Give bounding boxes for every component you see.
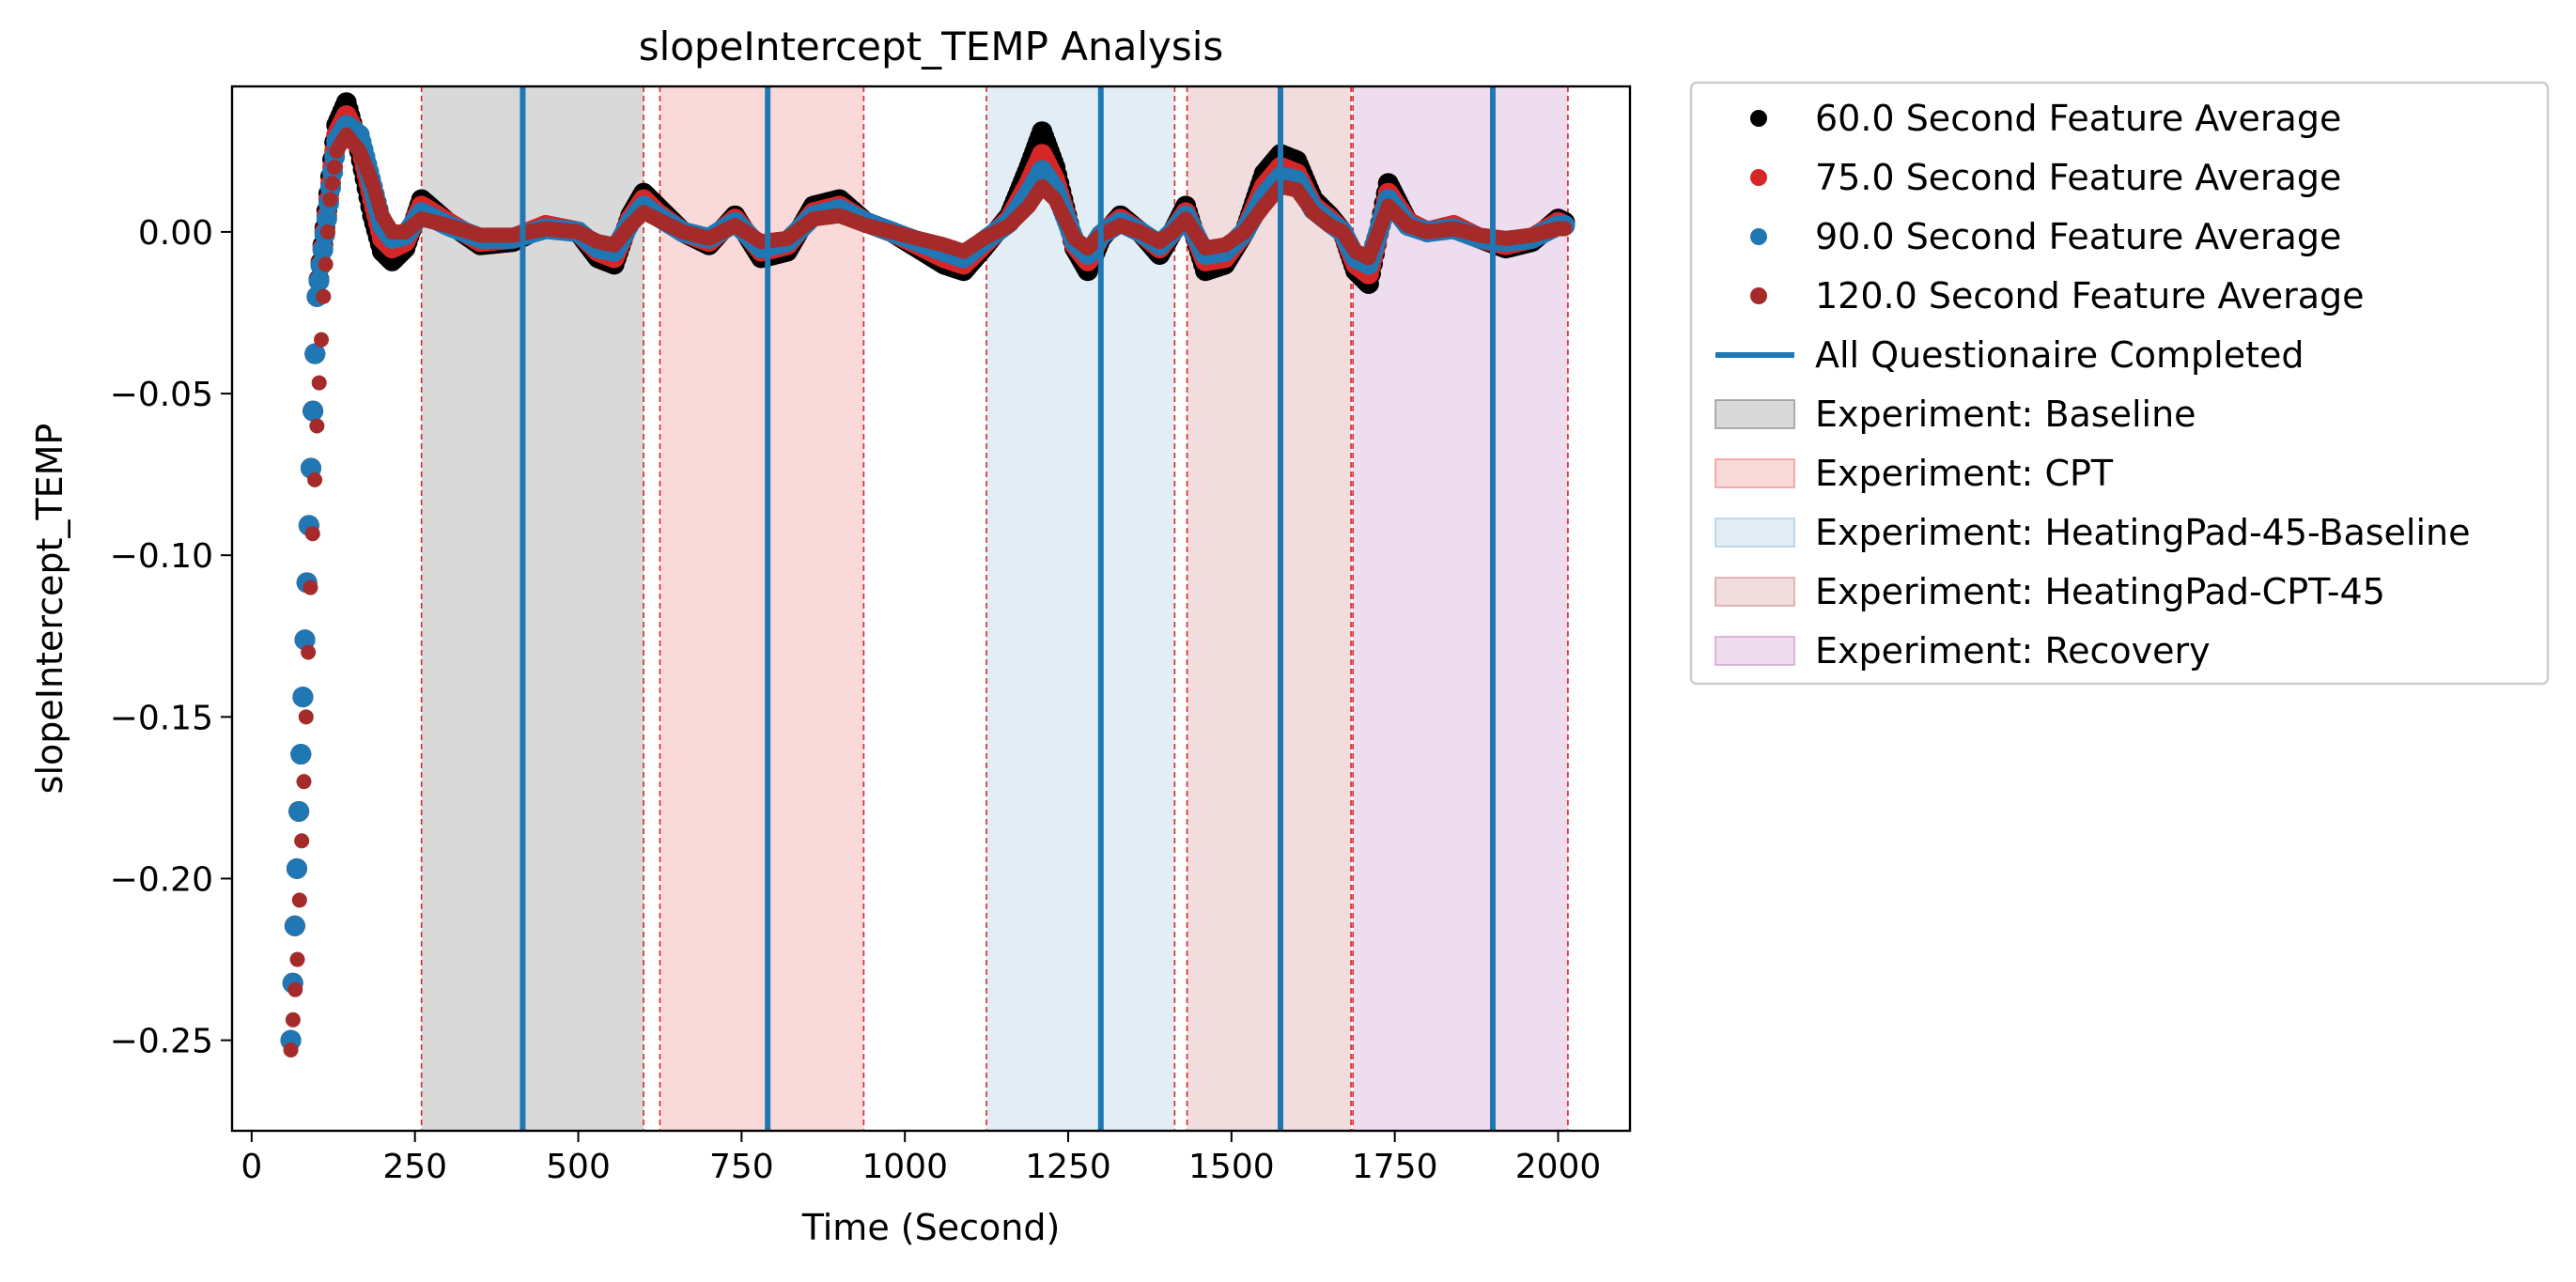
series-3-point xyxy=(1557,221,1573,237)
series-3-sample xyxy=(304,526,320,542)
y-tick-label: −0.05 xyxy=(110,376,213,414)
chart-title: slopeIntercept_TEMP Analysis xyxy=(639,23,1224,70)
legend: 60.0 Second Feature Average 75.0 Second F… xyxy=(1689,81,2550,686)
series-3-sample xyxy=(285,1012,301,1027)
series-3 xyxy=(283,127,1573,1058)
questionnaire-lines xyxy=(520,86,1496,1131)
series-3-sample xyxy=(326,160,342,176)
legend-marker-experiment-4 xyxy=(1715,636,1795,666)
x-tick-label: 2000 xyxy=(1515,1148,1602,1186)
series-2-sample xyxy=(308,270,330,292)
series-3-point xyxy=(296,774,312,790)
series-2-sample xyxy=(284,915,305,936)
series-3-point xyxy=(283,1042,299,1058)
legend-label-series-3: 120.0 Second Feature Average xyxy=(1815,275,2365,317)
x-axis-ticks: 0 250 500 750 1000 1250 1500 1750 2000 xyxy=(241,1131,1601,1186)
legend-label-series-0: 60.0 Second Feature Average xyxy=(1815,98,2341,139)
plot-frame xyxy=(230,85,1632,1133)
series-3-point xyxy=(316,288,332,304)
x-tick-label: 1500 xyxy=(1188,1148,1275,1186)
legend-marker-series-1 xyxy=(1750,169,1767,186)
series-3-sample xyxy=(311,375,327,391)
series-3-sample xyxy=(324,176,340,192)
legend-frame xyxy=(1689,81,2550,686)
x-tick-label: 1000 xyxy=(861,1148,948,1186)
experiment-span-4 xyxy=(1353,86,1568,1131)
series-3-sample xyxy=(294,833,310,849)
series-3-sample xyxy=(319,224,335,239)
series-3-sample xyxy=(287,981,303,997)
series-2-sample xyxy=(286,857,307,879)
legend-marker-series-0 xyxy=(1750,110,1767,127)
series-2-sample xyxy=(303,400,324,422)
series-3-point xyxy=(322,192,338,208)
legend-label-experiment-1: Experiment: CPT xyxy=(1815,453,2114,494)
x-tick-label: 1750 xyxy=(1352,1148,1438,1186)
series-2-sample xyxy=(290,744,312,765)
series-3-point xyxy=(289,951,305,967)
series-2-sample xyxy=(316,209,337,230)
series-3-sample xyxy=(301,644,317,660)
y-tick-label: −0.15 xyxy=(110,699,213,737)
y-axis-label: slopeIntercept_TEMP xyxy=(29,424,70,795)
legend-label-series-2: 90.0 Second Feature Average xyxy=(1815,216,2341,257)
legend-marker-experiment-3 xyxy=(1715,577,1795,607)
legend-label-experiment-3: Experiment: HeatingPad-CPT-45 xyxy=(1815,571,2385,612)
series-3-sample xyxy=(298,709,314,725)
series-3-sample xyxy=(314,332,330,348)
x-tick-label: 750 xyxy=(709,1148,774,1186)
x-axis-label: Time (Second) xyxy=(801,1207,1061,1248)
y-tick-label: −0.10 xyxy=(110,537,213,576)
series-2-sample xyxy=(292,687,314,708)
legend-label-experiment-2: Experiment: HeatingPad-45-Baseline xyxy=(1815,512,2471,553)
series-3-sample xyxy=(307,471,323,487)
legend-marker-experiment-0 xyxy=(1715,399,1795,429)
legend-marker-experiment-1 xyxy=(1715,458,1795,488)
series-2-sample xyxy=(304,343,326,364)
y-tick-label: −0.20 xyxy=(110,860,213,899)
y-tick-label: 0.00 xyxy=(138,214,213,253)
series-3-sample xyxy=(291,892,307,908)
legend-label-series-1: 75.0 Second Feature Average xyxy=(1815,157,2341,198)
x-tick-label: 0 xyxy=(241,1148,262,1186)
series-3-sample xyxy=(318,256,334,272)
legend-label-experiment-0: Experiment: Baseline xyxy=(1815,394,2196,435)
legend-marker-series-3 xyxy=(1750,287,1767,304)
x-tick-label: 250 xyxy=(382,1148,447,1186)
series-2-sample xyxy=(288,800,310,822)
x-tick-label: 500 xyxy=(546,1148,611,1186)
y-tick-label: −0.25 xyxy=(110,1023,213,1061)
x-tick-label: 1250 xyxy=(1025,1148,1111,1186)
series-layer xyxy=(280,92,1575,1058)
series-3-point xyxy=(303,579,318,595)
legend-marker-series-2 xyxy=(1750,228,1767,245)
series-2-sample xyxy=(312,239,334,261)
series-3-point xyxy=(309,418,325,434)
legend-label-questionnaire: All Questionaire Completed xyxy=(1815,334,2304,376)
y-axis-ticks: 0.00 −0.05 −0.10 −0.15 −0.20 −0.25 xyxy=(110,214,232,1061)
legend-label-experiment-4: Experiment: Recovery xyxy=(1815,630,2211,672)
legend-marker-experiment-2 xyxy=(1715,517,1795,548)
